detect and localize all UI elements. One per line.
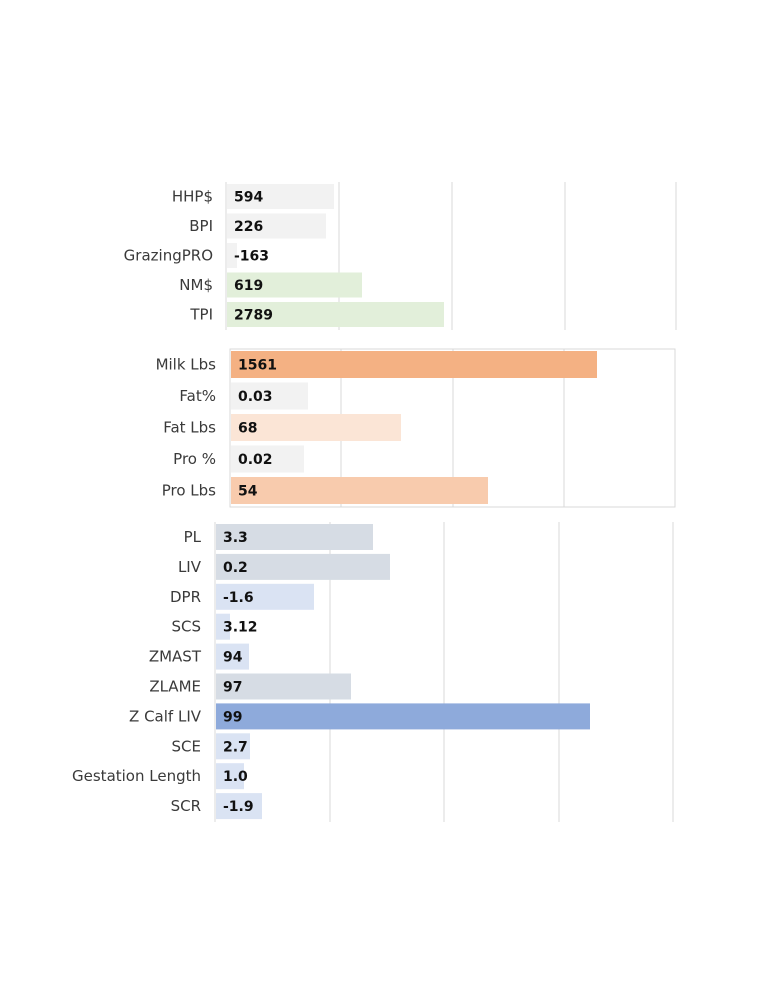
bar-nm- — [227, 272, 362, 298]
category-label: Gestation Length — [72, 767, 201, 785]
value-label: 226 — [234, 219, 263, 235]
value-label: 1.0 — [223, 769, 248, 785]
bar-grazingpro — [227, 243, 237, 268]
category-label: NM$ — [179, 276, 213, 294]
category-label: TPI — [189, 306, 213, 324]
value-label: 2789 — [234, 308, 273, 324]
category-label: Fat% — [179, 387, 216, 405]
category-label: Pro Lbs — [162, 482, 216, 500]
bar-pl — [216, 524, 373, 550]
value-label: 1561 — [238, 358, 277, 374]
category-label: Fat Lbs — [163, 419, 216, 437]
value-label: 54 — [238, 484, 258, 500]
category-label: Milk Lbs — [156, 356, 217, 374]
value-label: 594 — [234, 190, 263, 206]
bar-scs — [216, 613, 230, 640]
value-label: 2.7 — [223, 739, 248, 755]
bar-milk-lbs — [231, 351, 597, 378]
bar-fat- — [231, 382, 308, 410]
value-label: 94 — [223, 650, 243, 666]
bar-zmast — [216, 643, 249, 670]
category-label: ZLAME — [149, 678, 201, 696]
bar-tpi — [227, 302, 444, 327]
bar-gestation-length — [216, 763, 244, 790]
value-label: 3.12 — [223, 620, 258, 636]
value-label: 99 — [223, 709, 242, 725]
value-label: 68 — [238, 421, 257, 437]
category-label: LIV — [178, 558, 202, 576]
value-label: -1.9 — [223, 799, 254, 815]
bar-zlame — [216, 673, 351, 700]
bar-hhp- — [227, 184, 334, 209]
value-label: -163 — [234, 249, 269, 265]
bar-dpr — [216, 583, 314, 610]
value-label: 0.2 — [223, 560, 248, 576]
bar-bpi — [227, 213, 326, 239]
value-label: 0.03 — [238, 389, 273, 405]
category-label: PL — [184, 528, 202, 546]
category-label: HHP$ — [172, 188, 213, 206]
bar-sce — [216, 733, 250, 760]
category-label: SCS — [171, 618, 201, 636]
bar-scr — [216, 793, 262, 820]
value-label: -1.6 — [223, 590, 254, 606]
category-label: BPI — [189, 217, 213, 235]
category-label: SCE — [172, 737, 201, 755]
bar-pro- — [231, 445, 304, 473]
category-label: Z Calf LIV — [129, 707, 202, 725]
value-label: 0.02 — [238, 452, 273, 468]
bar-liv — [216, 553, 390, 580]
category-label: DPR — [170, 588, 201, 606]
value-label: 97 — [223, 680, 242, 696]
bar-pro-lbs — [231, 477, 488, 504]
category-label: ZMAST — [149, 648, 202, 666]
category-label: SCR — [171, 797, 201, 815]
bar-z-calf-liv — [216, 703, 590, 730]
category-label: GrazingPRO — [124, 247, 213, 265]
bar-fat-lbs — [231, 414, 401, 441]
category-label: Pro % — [173, 450, 216, 468]
value-label: 3.3 — [223, 530, 248, 546]
value-label: 619 — [234, 278, 263, 294]
